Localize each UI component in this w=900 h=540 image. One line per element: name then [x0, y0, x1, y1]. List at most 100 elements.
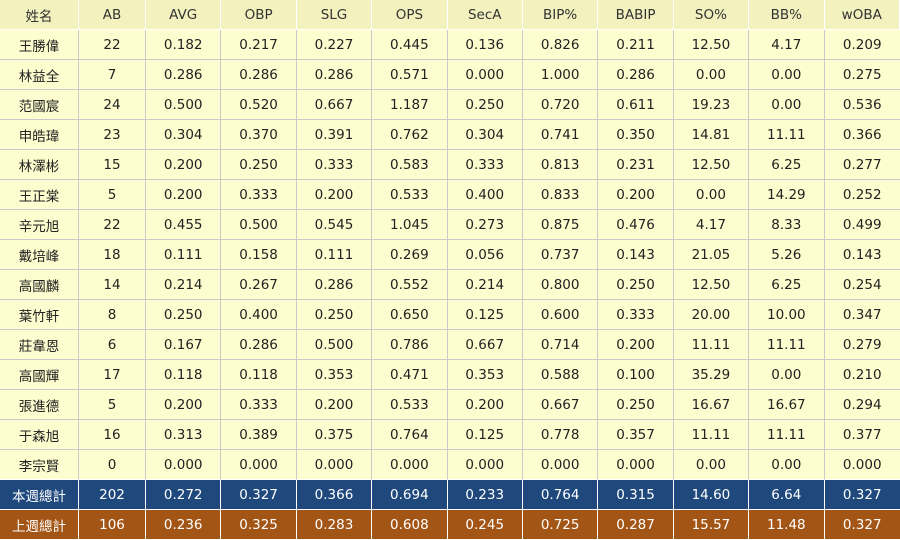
stat-cell: 0.377	[824, 420, 900, 450]
stat-cell: 0.778	[522, 420, 599, 450]
stat-cell: 0.786	[372, 330, 448, 360]
stat-cell: 0.304	[447, 120, 523, 150]
stat-cell: 0.533	[372, 390, 448, 420]
stat-cell: 0.333	[447, 150, 523, 180]
column-header: SO%	[673, 0, 750, 30]
stat-cell: 0.500	[221, 210, 297, 240]
total-stat-cell: 0.283	[296, 510, 373, 540]
total-stat-cell: 0.327	[824, 510, 900, 540]
column-header: BABIP	[598, 0, 674, 30]
stat-cell: 0.125	[447, 300, 523, 330]
total-stat-cell: 106	[79, 510, 146, 540]
stat-cell: 18	[79, 240, 146, 270]
total-stat-cell: 0.327	[221, 480, 297, 510]
stat-cell: 0.273	[447, 210, 523, 240]
stat-cell: 0.182	[146, 30, 222, 60]
column-header: AB	[79, 0, 146, 30]
stat-cell: 0.000	[598, 450, 674, 480]
total-stat-cell: 0.236	[146, 510, 222, 540]
player-row: 張進德 5 0.200 0.333 0.200 0.533 0.200 0.667 0.250 1…	[0, 390, 900, 420]
stat-cell: 14.81	[673, 120, 750, 150]
stat-cell: 0.286	[221, 60, 297, 90]
stat-cell: 0.000	[447, 60, 523, 90]
stat-cell: 0.333	[221, 180, 297, 210]
stat-cell: 0.313	[146, 420, 222, 450]
player-name-cell: 林益全	[0, 60, 79, 90]
stat-cell: 0.500	[296, 330, 373, 360]
column-header: 姓名	[0, 0, 79, 30]
player-name-cell: 高國輝	[0, 360, 79, 390]
stat-cell: 0.471	[372, 360, 448, 390]
stat-cell: 0.353	[296, 360, 373, 390]
stat-cell: 11.11	[673, 330, 750, 360]
stat-cell: 0.167	[146, 330, 222, 360]
stat-cell: 15	[79, 150, 146, 180]
stat-cell: 1.045	[372, 210, 448, 240]
stat-cell: 0.500	[146, 90, 222, 120]
stat-cell: 0.00	[749, 60, 825, 90]
stat-cell: 0.571	[372, 60, 448, 90]
stat-cell: 0.111	[146, 240, 222, 270]
total-stat-cell: 14.60	[673, 480, 750, 510]
stat-cell: 0.136	[447, 30, 523, 60]
player-row: 戴培峰 18 0.111 0.158 0.111 0.269 0.056 0.737 0.143…	[0, 240, 900, 270]
stat-cell: 0.250	[598, 390, 674, 420]
stat-cell: 0.250	[447, 90, 523, 120]
stat-cell: 12.50	[673, 150, 750, 180]
stat-cell: 0.200	[598, 330, 674, 360]
stat-cell: 0.210	[824, 360, 900, 390]
stat-cell: 0.545	[296, 210, 373, 240]
stat-cell: 0.00	[749, 450, 825, 480]
stat-cell: 0.231	[598, 150, 674, 180]
stat-cell: 0.391	[296, 120, 373, 150]
stat-cell: 11.11	[749, 420, 825, 450]
player-name-cell: 莊韋恩	[0, 330, 79, 360]
player-name-cell: 于森旭	[0, 420, 79, 450]
stat-cell: 17	[79, 360, 146, 390]
stat-cell: 0.250	[221, 150, 297, 180]
total-stat-cell: 0.315	[598, 480, 674, 510]
stat-cell: 14	[79, 270, 146, 300]
stat-cell: 19.23	[673, 90, 750, 120]
total-stat-cell: 0.725	[522, 510, 599, 540]
stat-cell: 0.277	[824, 150, 900, 180]
this-week-total-row: 本週總計 202 0.272 0.327 0.366 0.694 0.233 0.764 0.3…	[0, 480, 900, 510]
stat-cell: 0.600	[522, 300, 599, 330]
stat-cell: 0.762	[372, 120, 448, 150]
stat-cell: 0.333	[598, 300, 674, 330]
stat-cell: 0.875	[522, 210, 599, 240]
stat-cell: 0.250	[296, 300, 373, 330]
stat-cell: 0.667	[296, 90, 373, 120]
total-stat-cell: 0.325	[221, 510, 297, 540]
column-header: OBP	[221, 0, 297, 30]
stat-cell: 0.200	[146, 150, 222, 180]
stat-cell: 0.227	[296, 30, 373, 60]
stat-cell: 35.29	[673, 360, 750, 390]
stat-cell: 0.269	[372, 240, 448, 270]
stat-cell: 0.800	[522, 270, 599, 300]
stat-cell: 16.67	[673, 390, 750, 420]
stat-cell: 0.000	[447, 450, 523, 480]
player-row: 辛元旭 22 0.455 0.500 0.545 1.045 0.273 0.875 0.476…	[0, 210, 900, 240]
stat-cell: 0.714	[522, 330, 599, 360]
stat-cell: 0.400	[221, 300, 297, 330]
player-row: 李宗賢 0 0.000 0.000 0.000 0.000 0.000 0.000 0.000 0…	[0, 450, 900, 480]
stat-cell: 0.588	[522, 360, 599, 390]
stat-cell: 0.286	[296, 60, 373, 90]
stat-cell: 0.214	[146, 270, 222, 300]
stat-cell: 0.200	[447, 390, 523, 420]
player-row: 莊韋恩 6 0.167 0.286 0.500 0.786 0.667 0.714 0.200 1…	[0, 330, 900, 360]
stat-cell: 0.200	[296, 390, 373, 420]
stat-cell: 11.11	[749, 120, 825, 150]
player-row: 林澤彬 15 0.200 0.250 0.333 0.583 0.333 0.813 0.231…	[0, 150, 900, 180]
total-stat-cell: 0.327	[824, 480, 900, 510]
stat-cell: 12.50	[673, 270, 750, 300]
stat-cell: 10.00	[749, 300, 825, 330]
stat-cell: 0.520	[221, 90, 297, 120]
stat-cell: 0.533	[372, 180, 448, 210]
total-stat-cell: 6.64	[749, 480, 825, 510]
player-row: 王勝偉 22 0.182 0.217 0.227 0.445 0.136 0.826 0.211…	[0, 30, 900, 60]
player-name-cell: 李宗賢	[0, 450, 79, 480]
player-row: 范國宸 24 0.500 0.520 0.667 1.187 0.250 0.720 0.611…	[0, 90, 900, 120]
